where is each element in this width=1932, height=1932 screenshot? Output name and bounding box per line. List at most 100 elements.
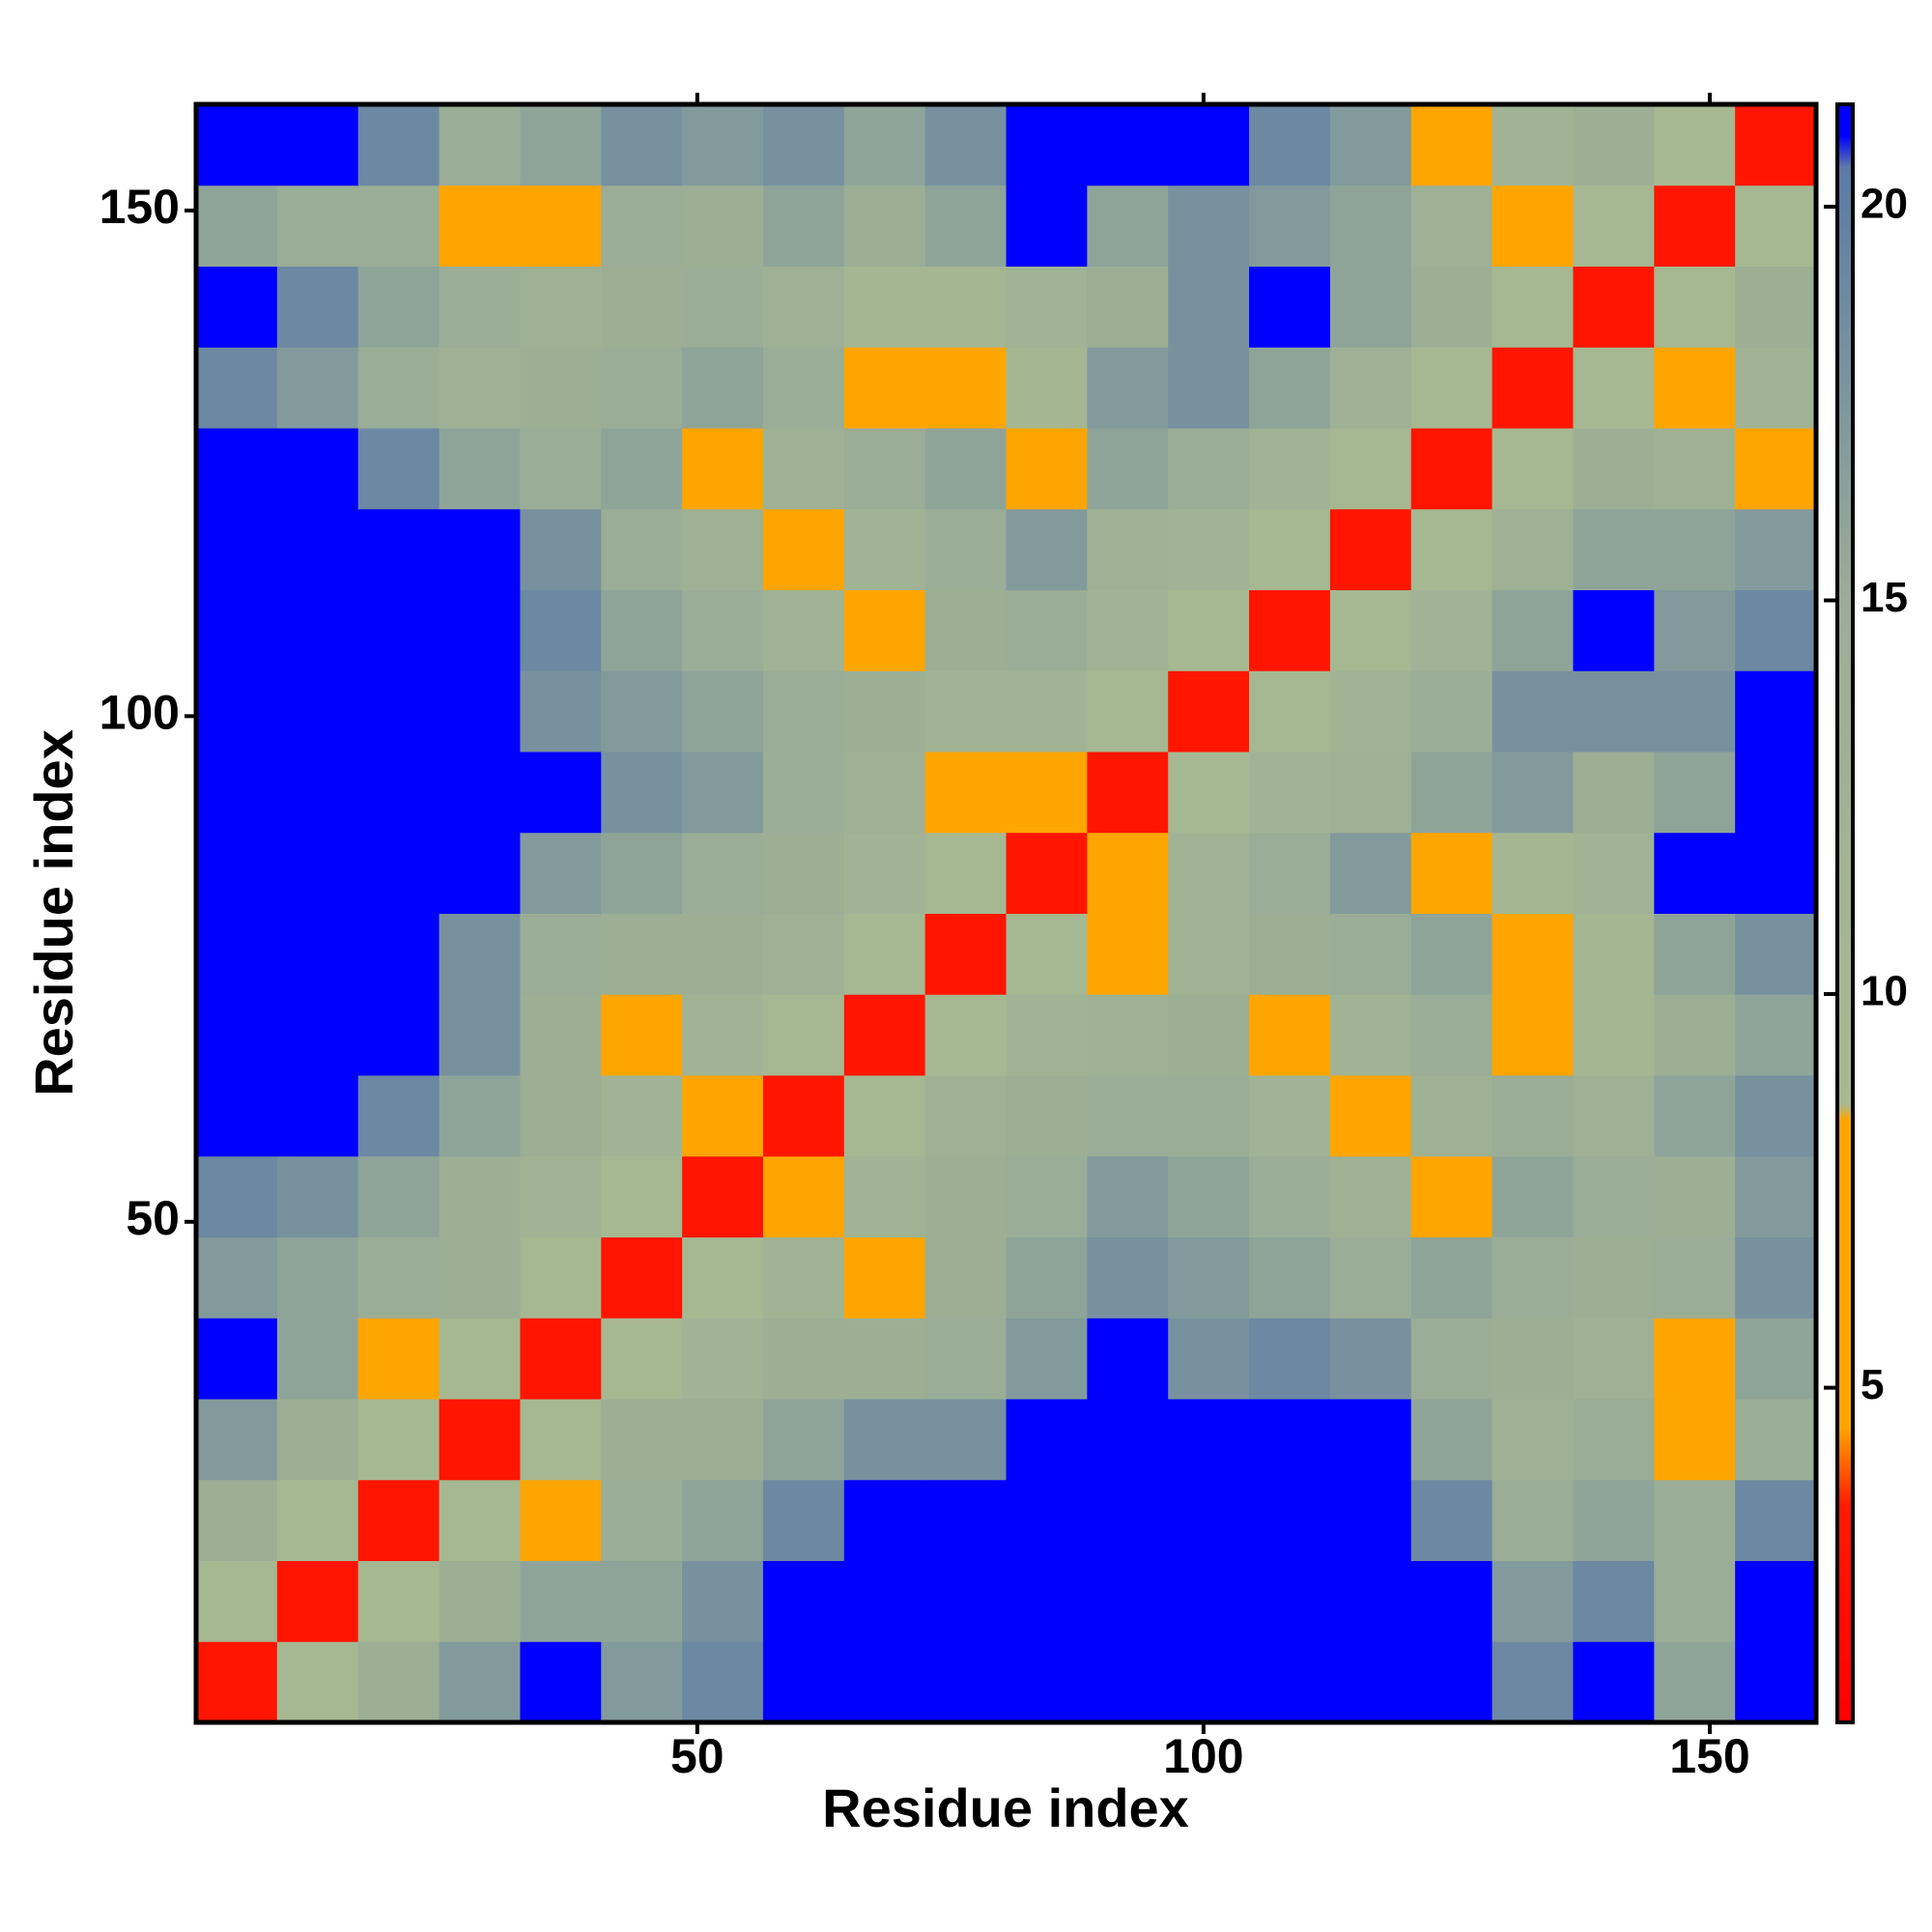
heatmap-cell <box>1168 589 1250 671</box>
heatmap-cell <box>276 104 359 186</box>
heatmap-cell <box>1410 428 1493 510</box>
heatmap-cell <box>1249 994 1331 1076</box>
heatmap-cell <box>1573 508 1655 590</box>
heatmap-cell <box>196 266 278 348</box>
heatmap-cell <box>1329 670 1412 753</box>
heatmap-cell <box>682 347 764 429</box>
heatmap-cell <box>601 1236 683 1319</box>
heatmap-cell <box>196 1318 278 1400</box>
heatmap-cell <box>520 1641 602 1723</box>
heatmap-cell <box>1410 1155 1493 1237</box>
heatmap-cell <box>1735 1399 1817 1481</box>
heatmap-cell <box>520 266 602 348</box>
colorbar <box>1835 102 1855 1724</box>
heatmap-cell <box>1329 508 1412 590</box>
heatmap-cell <box>357 1560 440 1642</box>
heatmap-cell <box>1087 508 1169 590</box>
heatmap-cell <box>1329 1641 1412 1723</box>
heatmap-cell <box>196 752 278 834</box>
heatmap-cell <box>1573 994 1655 1076</box>
heatmap-cell <box>357 1399 440 1481</box>
heatmap-cell <box>357 1641 440 1723</box>
heatmap-cell <box>843 1560 926 1642</box>
heatmap-cell <box>1329 1155 1412 1237</box>
heatmap-cell <box>843 670 926 753</box>
heatmap-cell <box>1168 832 1250 914</box>
heatmap-cell <box>682 428 764 510</box>
heatmap-cell <box>1006 1075 1088 1157</box>
heatmap-cell <box>924 752 1007 834</box>
heatmap-cell <box>1410 752 1493 834</box>
heatmap-cell <box>843 589 926 671</box>
heatmap-cell <box>762 1318 845 1400</box>
heatmap-cell <box>843 994 926 1076</box>
heatmap-cell <box>762 670 845 753</box>
heatmap-cell <box>196 104 278 186</box>
heatmap-cell <box>1492 1236 1574 1319</box>
heatmap-cell <box>762 1560 845 1642</box>
heatmap-cell <box>520 508 602 590</box>
heatmap-cell <box>1249 1075 1331 1157</box>
heatmap-cell <box>1735 1641 1817 1723</box>
heatmap-cell <box>1492 1560 1574 1642</box>
heatmap-cell <box>439 589 521 671</box>
heatmap-cell <box>1329 589 1412 671</box>
heatmap-cell <box>924 1075 1007 1157</box>
heatmap-cell <box>276 1318 359 1400</box>
heatmap-cell <box>439 1075 521 1157</box>
heatmap-cell <box>1654 670 1736 753</box>
heatmap-cell <box>843 185 926 267</box>
heatmap-cell <box>924 508 1007 590</box>
heatmap-cell <box>196 913 278 995</box>
heatmap-cell <box>1087 832 1169 914</box>
heatmap-cell <box>357 347 440 429</box>
heatmap-cell <box>439 1236 521 1319</box>
heatmap-cell <box>762 1399 845 1481</box>
heatmap-cell <box>520 347 602 429</box>
heatmap-cell <box>1573 1075 1655 1157</box>
heatmap-cell <box>357 1236 440 1319</box>
heatmap-cell <box>843 913 926 995</box>
heatmap-cell <box>357 185 440 267</box>
heatmap-cell <box>357 1318 440 1400</box>
heatmap-cell <box>1087 185 1169 267</box>
y-tick-label: 50 <box>126 1191 180 1245</box>
heatmap-cell <box>1573 670 1655 753</box>
heatmap-cell <box>762 266 845 348</box>
heatmap-cell <box>1329 347 1412 429</box>
heatmap-cell <box>1329 1560 1412 1642</box>
heatmap-cell <box>843 266 926 348</box>
heatmap-cell <box>1654 913 1736 995</box>
heatmap-cell <box>601 266 683 348</box>
heatmap-cell <box>520 670 602 753</box>
heatmap-cell <box>924 347 1007 429</box>
heatmap-cell <box>1410 913 1493 995</box>
heatmap-cell <box>1573 347 1655 429</box>
heatmap-cell <box>1410 670 1493 753</box>
heatmap-cell <box>682 508 764 590</box>
heatmap-cell <box>357 589 440 671</box>
heatmap-cell <box>1492 185 1574 267</box>
heatmap-cell <box>1329 1236 1412 1319</box>
heatmap-cell <box>1168 1560 1250 1642</box>
heatmap-cell <box>601 185 683 267</box>
heatmap-cell <box>1410 266 1493 348</box>
heatmap-cell <box>1492 347 1574 429</box>
heatmap-cell <box>682 1318 764 1400</box>
heatmap-cell <box>439 104 521 186</box>
heatmap-cell <box>1654 752 1736 834</box>
heatmap-cell <box>762 1641 845 1723</box>
heatmap-cell <box>1168 1236 1250 1319</box>
heatmap-cell <box>276 913 359 995</box>
heatmap-cell <box>1654 185 1736 267</box>
heatmap-cell <box>1492 913 1574 995</box>
y-axis-title: Residue index <box>23 729 84 1096</box>
heatmap-cell <box>1410 1560 1493 1642</box>
heatmap-cell <box>1654 1155 1736 1237</box>
heatmap-cell <box>843 752 926 834</box>
heatmap-cell <box>276 994 359 1076</box>
heatmap-cell <box>1249 589 1331 671</box>
heatmap-cell <box>1573 104 1655 186</box>
heatmap-cell <box>1249 913 1331 995</box>
heatmap-cell <box>1006 508 1088 590</box>
